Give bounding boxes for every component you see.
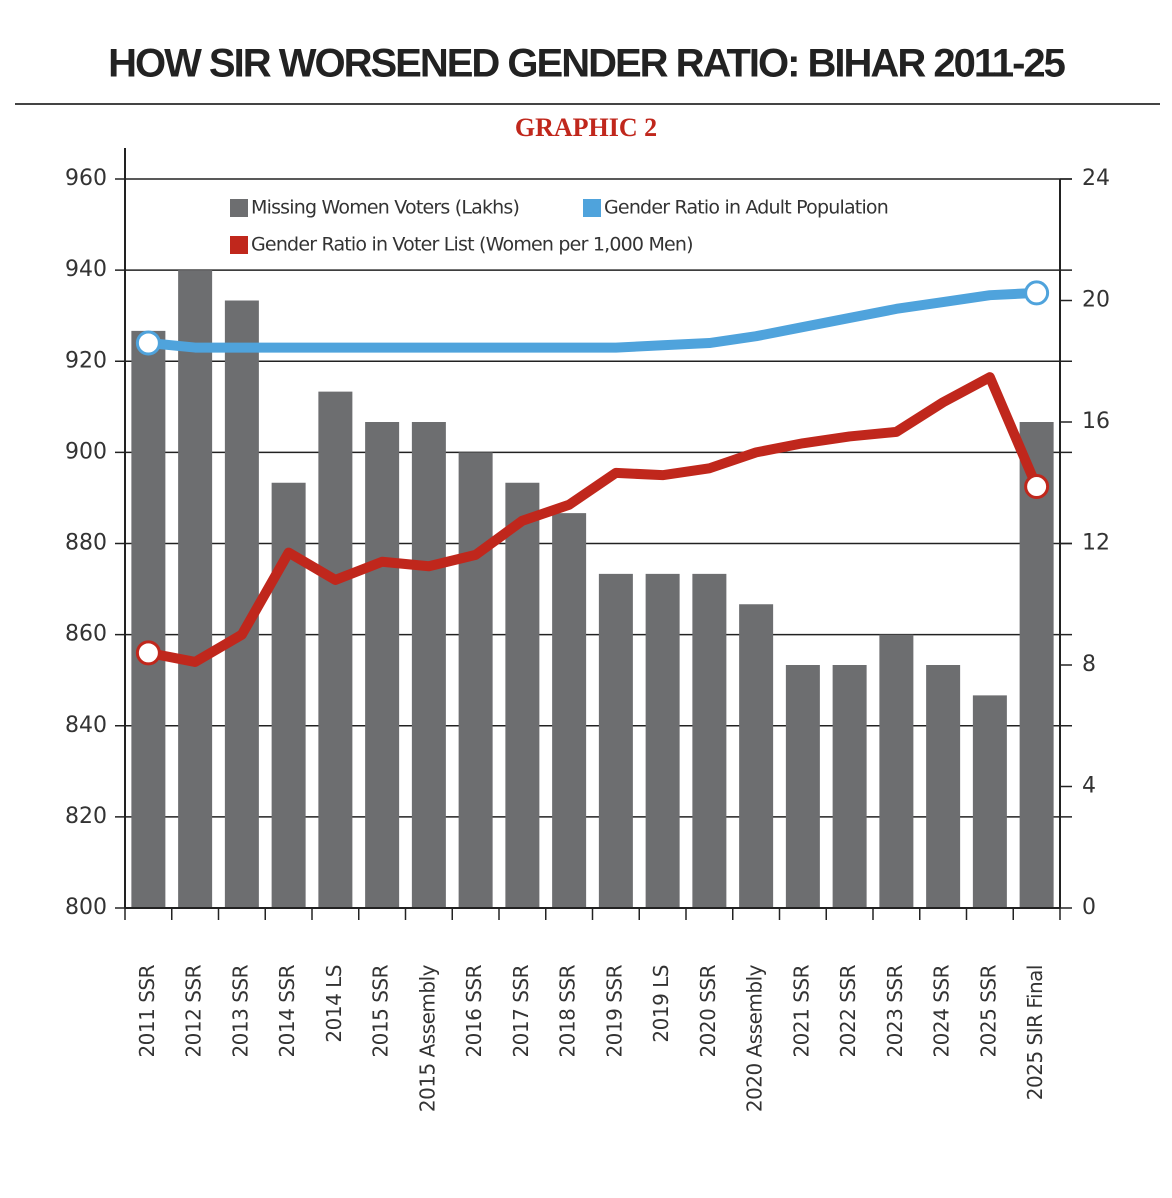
x-tick-label: 2018 SSR: [556, 964, 580, 1057]
y-tick-label: 940: [65, 257, 107, 282]
y-tick-label: 860: [65, 622, 107, 647]
bar: [411, 422, 446, 908]
x-tick-label: 2025 SSR: [976, 964, 1000, 1057]
y-tick-label: 900: [65, 439, 107, 464]
bar: [972, 695, 1007, 908]
y2-tick-label: 20: [1082, 288, 1110, 313]
line-endpoint: [1024, 474, 1050, 500]
bar: [926, 665, 961, 908]
bar: [692, 573, 727, 908]
legend-swatch: [583, 199, 601, 217]
bar: [1019, 422, 1054, 908]
x-tick-label: 2019 SSR: [602, 964, 626, 1057]
bar: [505, 482, 540, 908]
line: [143, 372, 1042, 667]
y2-tick-label: 24: [1082, 166, 1110, 191]
y-tick-label: 840: [65, 713, 107, 738]
bar: [785, 665, 820, 908]
bar: [365, 422, 400, 908]
chart-title: HOW SIR WORSENED GENDER RATIO: BIHAR 201…: [108, 42, 1066, 86]
x-tick-label: 2019 LS: [649, 965, 673, 1043]
legend-swatch: [230, 236, 248, 254]
x-tick-label: 2014 SSR: [275, 964, 299, 1057]
x-tick-label: 2020 SSR: [696, 964, 720, 1057]
x-tick-label: 2012 SSR: [182, 964, 206, 1057]
y-tick-label: 800: [65, 895, 107, 920]
line-endpoint: [1024, 280, 1050, 306]
y2-tick-label: 0: [1082, 895, 1096, 920]
legend-label: Missing Women Voters (Lakhs): [251, 197, 519, 219]
bar: [458, 452, 493, 908]
y2-tick-label: 4: [1082, 774, 1096, 799]
bar: [598, 573, 633, 908]
line: [143, 287, 1042, 353]
y2-tick-label: 16: [1082, 409, 1110, 434]
x-tick-label: 2013 SSR: [228, 964, 252, 1057]
x-tick-label: 2011 SSR: [135, 964, 159, 1057]
line-endpoint: [135, 330, 161, 356]
y-tick-label: 820: [65, 804, 107, 829]
y2-tick-label: 8: [1082, 652, 1096, 677]
bar: [178, 270, 213, 908]
bar: [645, 573, 680, 908]
line-endpoint: [135, 640, 161, 666]
x-tick-label: 2016 SSR: [462, 964, 486, 1057]
legend-swatch: [230, 199, 248, 217]
y-tick-label: 920: [65, 348, 107, 373]
bar: [739, 604, 774, 908]
y-tick-label: 880: [65, 531, 107, 556]
x-tick-label: 2022 SSR: [836, 964, 860, 1057]
legend-label: Gender Ratio in Voter List (Women per 1,…: [251, 234, 693, 256]
bar: [879, 634, 914, 908]
x-tick-label: 2015 SSR: [369, 964, 393, 1057]
bar: [271, 482, 306, 908]
y-tick-label: 960: [65, 166, 107, 191]
y2-tick-label: 12: [1082, 531, 1110, 556]
x-tick-label: 2017 SSR: [509, 964, 533, 1057]
chart-subtitle: GRAPHIC 2: [515, 113, 657, 142]
x-tick-label: 2023 SSR: [883, 964, 907, 1057]
legend-label: Gender Ratio in Adult Population: [604, 197, 888, 219]
bar: [224, 300, 259, 908]
x-tick-label: 2020 Assembly: [743, 964, 767, 1112]
x-tick-label: 2025 SIR Final: [1023, 965, 1047, 1100]
x-tick-label: 2021 SSR: [789, 964, 813, 1057]
bar: [318, 391, 353, 908]
x-tick-label: 2014 LS: [322, 965, 346, 1043]
x-tick-label: 2024 SSR: [930, 964, 954, 1057]
bar: [832, 665, 867, 908]
bar: [552, 513, 587, 908]
bar: [131, 330, 166, 908]
x-tick-label: 2015 Assembly: [415, 964, 439, 1112]
